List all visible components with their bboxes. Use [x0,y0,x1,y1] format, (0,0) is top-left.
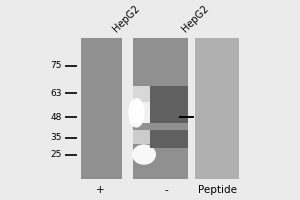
Bar [122,38,133,179]
Text: 35: 35 [50,133,61,142]
Text: -: - [165,185,168,195]
Bar [195,38,238,179]
Ellipse shape [128,98,145,128]
Ellipse shape [132,144,156,165]
Text: 75: 75 [50,61,61,70]
Bar [133,86,163,102]
Text: 25: 25 [50,150,61,159]
Text: 63: 63 [50,89,61,98]
Text: Peptide: Peptide [198,185,237,195]
Bar [133,130,160,144]
Text: 48: 48 [50,113,61,122]
Bar [150,130,188,148]
Bar [133,102,158,123]
Bar [81,38,122,179]
Text: +: + [96,185,105,195]
Text: HepG2: HepG2 [111,3,142,34]
Bar [150,86,188,123]
Bar [133,38,188,179]
Bar [188,38,195,179]
Text: HepG2: HepG2 [180,3,211,34]
